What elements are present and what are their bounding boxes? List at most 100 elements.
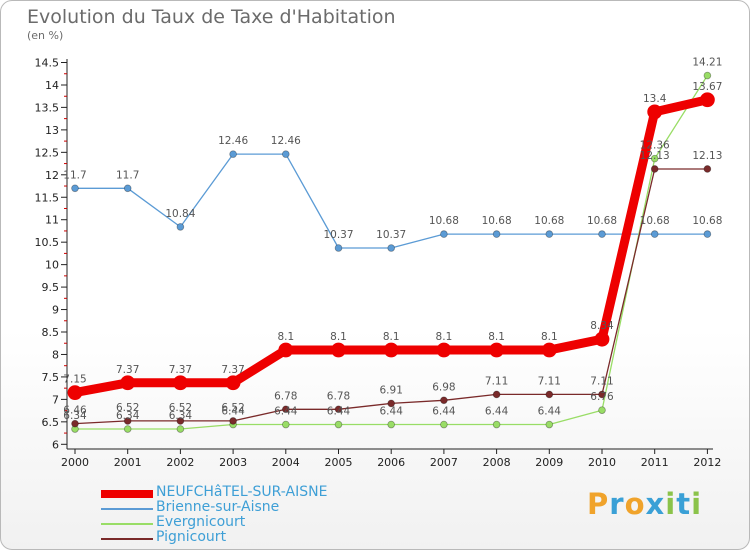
data-label-0: 8.34 bbox=[590, 320, 614, 332]
data-point-2 bbox=[334, 420, 343, 429]
data-point-3 bbox=[545, 390, 554, 399]
data-label-1: 11.7 bbox=[116, 169, 139, 181]
data-label-2: 12.36 bbox=[640, 140, 670, 152]
data-point-3 bbox=[650, 165, 659, 173]
data-label-1: 10.68 bbox=[482, 215, 512, 227]
data-label-2: 6.34 bbox=[169, 410, 193, 422]
data-point-2 bbox=[440, 420, 448, 429]
data-label-3: 12.13 bbox=[640, 150, 670, 162]
y-tick-label: 7 bbox=[52, 393, 59, 406]
y-tick-label: 6 bbox=[52, 438, 59, 451]
legend-swatch bbox=[101, 538, 153, 540]
data-label-2: 6.44 bbox=[538, 406, 562, 418]
x-tick-label: 2002 bbox=[166, 456, 194, 469]
y-tick-label: 11 bbox=[45, 214, 59, 227]
chart-subtitle: (en %) bbox=[27, 29, 64, 42]
x-tick-label: 2009 bbox=[535, 456, 563, 469]
data-label-0: 8.1 bbox=[330, 331, 347, 343]
data-point-0 bbox=[541, 342, 557, 358]
y-tick-label: 8 bbox=[52, 348, 59, 361]
y-tick-label: 13.5 bbox=[35, 101, 60, 114]
data-point-2 bbox=[176, 425, 185, 433]
data-label-3: 7.11 bbox=[485, 375, 508, 387]
data-label-3: 7.11 bbox=[590, 375, 613, 387]
data-point-3 bbox=[492, 390, 501, 399]
data-label-2: 6.44 bbox=[432, 406, 456, 418]
data-point-3 bbox=[176, 417, 185, 425]
data-point-1 bbox=[176, 223, 185, 231]
y-tick-label: 13 bbox=[45, 124, 59, 137]
data-point-1 bbox=[492, 230, 501, 238]
data-point-0 bbox=[594, 331, 610, 347]
data-label-2: 6.44 bbox=[380, 406, 404, 418]
data-point-0 bbox=[489, 342, 505, 358]
logo-letter: i bbox=[691, 487, 703, 521]
data-label-3: 6.98 bbox=[432, 381, 455, 393]
data-label-2: 6.44 bbox=[221, 406, 245, 418]
logo-letter: o bbox=[624, 487, 646, 521]
data-point-0 bbox=[172, 375, 188, 391]
data-point-1 bbox=[598, 230, 606, 238]
data-point-2 bbox=[545, 420, 554, 429]
logo-letter: x bbox=[645, 487, 666, 521]
data-point-3 bbox=[334, 405, 343, 414]
data-point-2 bbox=[387, 420, 396, 429]
legend-label: Brienne-sur-Aisne bbox=[156, 499, 280, 515]
data-label-0: 8.1 bbox=[541, 331, 558, 343]
y-tick-label: 7.5 bbox=[42, 371, 60, 384]
data-point-0 bbox=[436, 342, 452, 358]
data-label-3: 6.46 bbox=[63, 405, 87, 417]
data-label-1: 12.46 bbox=[271, 135, 301, 147]
data-label-2: 6.34 bbox=[63, 410, 87, 422]
data-point-3 bbox=[229, 417, 237, 425]
y-tick-label: 14.5 bbox=[35, 57, 60, 70]
data-label-3: 7.11 bbox=[538, 375, 561, 387]
data-label-0: 7.37 bbox=[221, 364, 244, 376]
chart-title: Evolution du Taux de Taxe d'Habitation bbox=[27, 6, 396, 28]
data-point-1 bbox=[703, 230, 712, 238]
data-label-3: 12.13 bbox=[692, 150, 722, 162]
data-point-3 bbox=[440, 396, 448, 405]
data-label-3: 6.91 bbox=[380, 384, 403, 396]
y-tick-label: 9.5 bbox=[42, 281, 60, 294]
data-label-1: 10.84 bbox=[165, 208, 195, 220]
data-label-2: 6.76 bbox=[590, 391, 614, 403]
data-label-2: 6.44 bbox=[274, 406, 298, 418]
x-tick-label: 2008 bbox=[483, 456, 511, 469]
data-label-3: 6.52 bbox=[221, 402, 244, 414]
y-tick-label: 10 bbox=[45, 259, 59, 272]
y-tick-label: 9 bbox=[52, 304, 59, 317]
x-tick-label: 2010 bbox=[588, 456, 616, 469]
data-label-0: 7.37 bbox=[116, 364, 139, 376]
data-label-0: 7.15 bbox=[63, 374, 86, 386]
data-label-3: 6.78 bbox=[274, 390, 297, 402]
data-label-3: 6.52 bbox=[169, 402, 192, 414]
data-point-1 bbox=[545, 230, 554, 238]
data-point-2 bbox=[492, 420, 501, 429]
y-tick-label: 6.5 bbox=[42, 416, 60, 429]
logo-letter: t bbox=[676, 487, 692, 521]
data-point-3 bbox=[598, 390, 606, 399]
data-point-1 bbox=[229, 150, 237, 158]
data-point-1 bbox=[650, 230, 659, 238]
y-tick-label: 14 bbox=[45, 79, 59, 92]
data-label-1: 12.46 bbox=[218, 135, 248, 147]
data-point-2 bbox=[281, 420, 290, 429]
y-tick-label: 11.5 bbox=[35, 191, 60, 204]
x-tick-label: 2006 bbox=[377, 456, 405, 469]
legend-label: Pignicourt bbox=[156, 529, 227, 545]
y-tick-label: 10.5 bbox=[35, 236, 60, 249]
x-tick-label: 2007 bbox=[430, 456, 458, 469]
data-label-1: 10.37 bbox=[376, 229, 406, 241]
data-point-1 bbox=[387, 244, 396, 252]
data-label-2: 6.44 bbox=[485, 406, 509, 418]
data-point-0 bbox=[120, 375, 136, 391]
data-point-0 bbox=[278, 342, 294, 358]
data-label-1: 10.68 bbox=[534, 215, 564, 227]
y-tick-label: 12.5 bbox=[35, 146, 60, 159]
data-point-1 bbox=[281, 150, 290, 158]
legend-swatch bbox=[101, 490, 153, 498]
data-point-3 bbox=[281, 405, 290, 414]
data-point-3 bbox=[71, 419, 79, 428]
